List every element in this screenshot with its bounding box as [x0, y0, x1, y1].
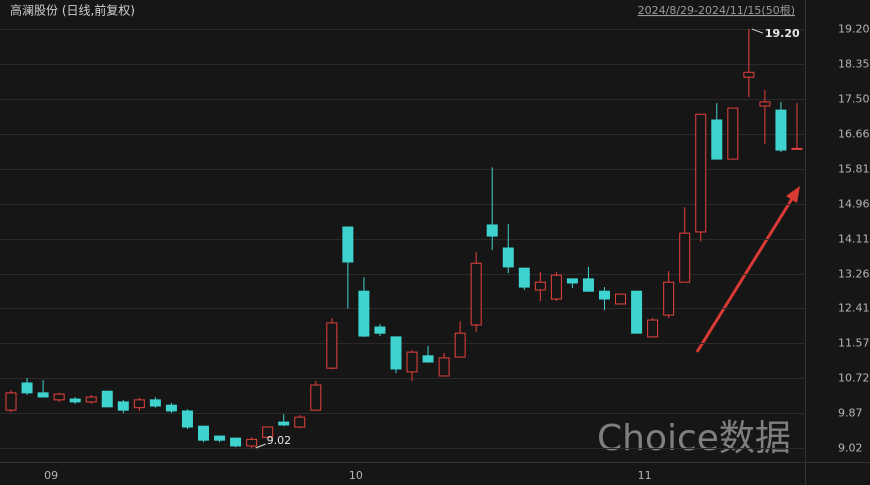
candle-body	[85, 396, 97, 403]
candle-body	[791, 147, 803, 150]
candle-body	[181, 410, 193, 428]
arrow-line	[695, 193, 797, 353]
y-tick-label: 11.57	[838, 337, 870, 350]
annotation-label: 19.20	[765, 27, 800, 40]
y-tick-label: 14.11	[838, 233, 870, 246]
candle-body	[230, 437, 242, 447]
candle-body	[470, 262, 482, 326]
candle-body	[631, 290, 643, 334]
y-tick-label: 18.35	[838, 58, 870, 71]
y-tick-label: 10.72	[838, 372, 870, 385]
candle-body	[278, 421, 290, 426]
x-tick-label: 10	[349, 469, 363, 482]
candle-body	[326, 322, 338, 369]
candle-body	[534, 281, 546, 291]
candle-body	[117, 401, 129, 411]
candle-body	[566, 278, 578, 284]
candle-body	[406, 351, 418, 373]
annotation-pointer	[255, 443, 266, 449]
candle-body	[21, 382, 33, 394]
candle-body	[454, 332, 466, 358]
x-tick-label: 09	[44, 469, 58, 482]
y-tick-label: 19.20	[838, 23, 870, 36]
candle-body	[198, 425, 209, 441]
candle-body	[695, 113, 707, 233]
y-tick-label: 14.96	[838, 198, 870, 211]
candle-body	[165, 404, 177, 412]
candle-body	[518, 267, 530, 288]
candle-body	[663, 281, 675, 316]
annotation-pointer	[751, 28, 764, 34]
arrow-head	[786, 186, 800, 203]
candle-body	[310, 384, 322, 411]
candle-body	[69, 398, 81, 403]
candle-body	[759, 101, 771, 107]
y-tick-label: 15.81	[838, 163, 870, 176]
y-tick-label: 13.26	[838, 268, 870, 281]
candle-body	[679, 232, 691, 283]
y-tick-label: 9.02	[838, 442, 863, 455]
candle-body	[262, 426, 274, 438]
chart-title: 高澜股份 (日线,前复权)	[10, 3, 135, 18]
candle-body	[615, 293, 627, 305]
candle-body	[711, 119, 723, 160]
watermark: Choice数据	[597, 418, 791, 459]
candle-body	[727, 107, 739, 160]
candle-body	[101, 390, 113, 408]
trend-arrow	[695, 186, 800, 353]
date-range: 2024/8/29-2024/11/15(50根)	[638, 3, 795, 17]
candle-body	[647, 319, 659, 338]
x-tick-label: 11	[638, 469, 652, 482]
annotation-label: 9.02	[267, 434, 292, 447]
candle-body	[502, 247, 514, 268]
y-tick-label: 12.41	[838, 302, 870, 315]
candle-body	[294, 416, 306, 428]
y-tick-label: 9.87	[838, 407, 863, 420]
candle-body	[422, 355, 434, 363]
y-tick-label: 17.50	[838, 93, 870, 106]
candle-body	[214, 435, 226, 441]
candle-body	[390, 336, 402, 370]
candle-body	[486, 224, 498, 237]
candle-body	[599, 290, 610, 300]
candle-body	[5, 392, 17, 411]
y-tick-label: 16.66	[838, 128, 870, 141]
candle-body	[374, 326, 386, 334]
grid	[0, 29, 805, 449]
candle-body	[775, 109, 787, 151]
candle-body	[342, 226, 354, 263]
candle-body	[149, 399, 161, 407]
candle-body	[550, 274, 562, 300]
candle-body	[53, 393, 65, 401]
candle-body	[582, 278, 594, 292]
candle-body	[133, 399, 145, 409]
candle-body	[358, 290, 370, 337]
candle-body	[246, 438, 258, 447]
candle-body	[37, 392, 49, 398]
candle-body	[438, 357, 450, 377]
candle-body	[743, 71, 755, 78]
